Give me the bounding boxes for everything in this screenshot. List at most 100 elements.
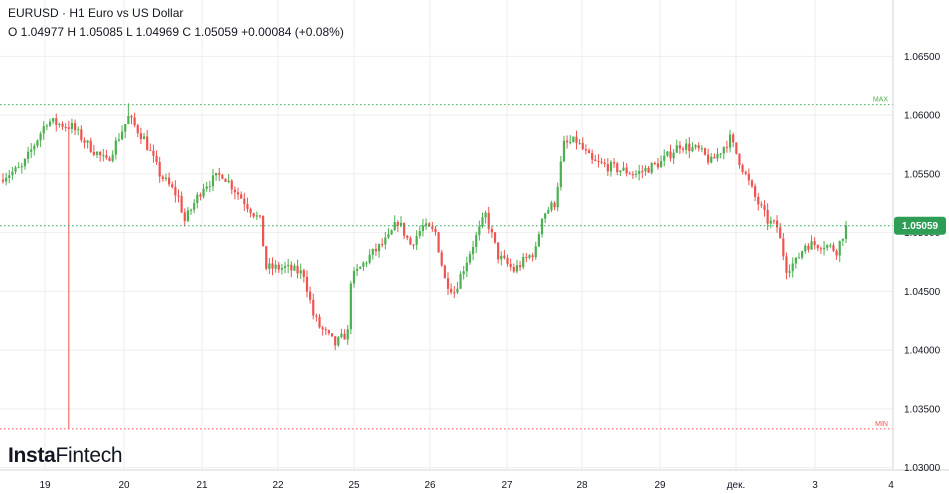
candle-body bbox=[371, 248, 374, 255]
candle-body bbox=[271, 263, 274, 269]
candle-body bbox=[481, 217, 484, 227]
candle-body bbox=[600, 161, 603, 163]
candle-body bbox=[556, 186, 559, 208]
candle-body bbox=[312, 299, 315, 316]
time-tick-label: 26 bbox=[424, 480, 436, 491]
candle-body bbox=[11, 171, 14, 176]
candle-body bbox=[622, 167, 625, 171]
candle-body bbox=[287, 264, 290, 267]
candle-body bbox=[584, 149, 587, 151]
candle-body bbox=[644, 167, 647, 172]
candle-body bbox=[612, 162, 616, 164]
time-tick-label: 28 bbox=[576, 480, 588, 491]
candle-body bbox=[779, 227, 782, 239]
candle-body bbox=[73, 123, 77, 131]
candle-body bbox=[694, 145, 697, 148]
candle-body bbox=[387, 234, 390, 238]
candle-body bbox=[274, 264, 277, 269]
time-tick-label: 27 bbox=[501, 480, 513, 491]
candle-body bbox=[562, 140, 566, 162]
price-tick-label: 1.04000 bbox=[904, 346, 941, 357]
candle-body bbox=[509, 263, 512, 268]
candle-body bbox=[459, 274, 462, 289]
candle-body bbox=[487, 212, 490, 229]
candle-body bbox=[603, 162, 606, 165]
candle-body bbox=[211, 175, 215, 187]
time-tick-label: 22 bbox=[272, 480, 284, 491]
candle-body bbox=[127, 116, 130, 124]
candle-body bbox=[390, 230, 393, 235]
price-tick-label: 1.06500 bbox=[904, 52, 941, 63]
candle-body bbox=[265, 246, 268, 269]
candle-body bbox=[218, 172, 221, 175]
candle-body bbox=[409, 237, 412, 245]
candle-body bbox=[747, 173, 750, 181]
candle-body bbox=[290, 264, 293, 271]
candle-body bbox=[377, 244, 381, 252]
candle-body bbox=[120, 131, 124, 140]
candle-body bbox=[446, 278, 450, 289]
price-tick-label: 1.03500 bbox=[904, 404, 941, 415]
candle-body bbox=[246, 204, 249, 209]
candle-body bbox=[540, 218, 544, 235]
candle-body bbox=[67, 127, 70, 129]
candle-body bbox=[111, 154, 114, 161]
candle-body bbox=[236, 192, 240, 195]
candle-body bbox=[8, 175, 11, 178]
candle-body bbox=[337, 337, 340, 346]
candle-body bbox=[710, 156, 713, 163]
candle-body bbox=[365, 262, 368, 264]
candle-body bbox=[804, 245, 807, 252]
time-tick-label: 19 bbox=[39, 480, 51, 491]
candle-body bbox=[161, 176, 164, 179]
candle-body bbox=[681, 148, 685, 150]
candle-body bbox=[544, 213, 547, 219]
candle-body bbox=[829, 245, 832, 247]
candle-body bbox=[99, 151, 102, 156]
candle-body bbox=[230, 180, 233, 190]
candle-body bbox=[650, 162, 653, 173]
candle-body bbox=[835, 250, 838, 256]
candle-body bbox=[368, 254, 371, 263]
candle-body bbox=[609, 162, 613, 172]
candle-body bbox=[280, 267, 284, 270]
candle-body bbox=[703, 148, 707, 155]
candle-body bbox=[760, 204, 763, 206]
candle-body bbox=[158, 162, 161, 177]
candle-body bbox=[17, 167, 20, 169]
candle-body bbox=[678, 145, 682, 149]
candle-body bbox=[1, 179, 5, 182]
logo-part-fintech: Fintech bbox=[55, 444, 123, 467]
candle-body bbox=[728, 134, 732, 148]
candle-body bbox=[362, 262, 365, 267]
candle-body bbox=[757, 196, 760, 205]
candle-body bbox=[224, 178, 227, 182]
candle-body bbox=[801, 251, 804, 258]
candle-body bbox=[841, 238, 844, 241]
max-label: MAX bbox=[873, 97, 889, 104]
candle-body bbox=[415, 235, 418, 245]
candle-body bbox=[215, 172, 218, 176]
candle-body bbox=[180, 195, 183, 213]
candle-body bbox=[424, 223, 428, 226]
candle-body bbox=[5, 177, 8, 182]
price-tick-label: 1.05500 bbox=[904, 169, 941, 180]
candle-body bbox=[52, 118, 55, 122]
candles bbox=[1, 103, 848, 429]
candle-body bbox=[782, 238, 785, 257]
candle-body bbox=[569, 141, 572, 143]
candle-body bbox=[553, 202, 556, 208]
candle-body bbox=[108, 157, 111, 161]
candle-body bbox=[396, 222, 399, 226]
candle-body bbox=[634, 173, 638, 175]
candle-body bbox=[788, 271, 791, 273]
candle-body bbox=[625, 167, 628, 174]
candle-body bbox=[146, 136, 149, 150]
candle-body bbox=[412, 244, 415, 246]
candle-body bbox=[42, 126, 45, 134]
time-tick-label: 3 bbox=[812, 480, 818, 491]
candle-body bbox=[578, 142, 581, 144]
candle-body bbox=[660, 160, 663, 168]
candle-body bbox=[70, 123, 74, 129]
